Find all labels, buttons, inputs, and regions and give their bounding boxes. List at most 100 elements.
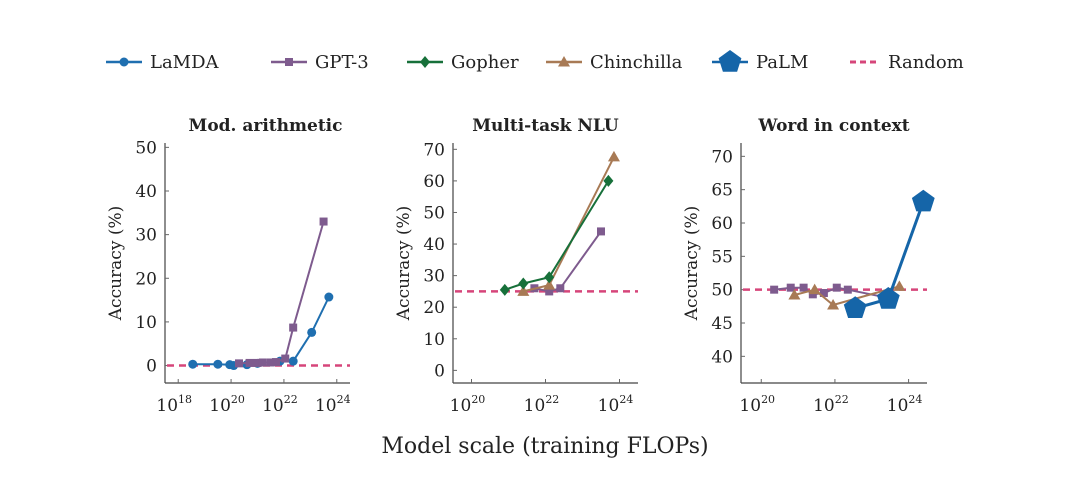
x-tick-label: 1024 xyxy=(598,393,634,416)
data-point xyxy=(188,359,198,369)
data-point xyxy=(245,358,254,367)
data-point xyxy=(843,285,852,294)
x-tick-exponent: 24 xyxy=(337,393,351,406)
series-palm xyxy=(843,189,935,318)
data-point xyxy=(876,287,900,309)
data-point xyxy=(603,174,614,187)
legend-marker-diamond-icon xyxy=(420,56,430,68)
x-tick-exponent: 20 xyxy=(231,393,245,406)
x-tick-exponent: 24 xyxy=(908,393,922,406)
data-point xyxy=(253,358,262,367)
y-axis-label: Accuracy (%) xyxy=(394,206,414,321)
data-point xyxy=(288,356,298,366)
x-tick-label: 1018 xyxy=(156,393,192,416)
legend-item-gpt3: GPT-3 xyxy=(271,52,369,73)
data-point xyxy=(258,358,267,367)
legend-label: PaLM xyxy=(756,52,808,73)
data-point xyxy=(799,283,808,292)
y-tick-label: 10 xyxy=(135,313,157,333)
data-point xyxy=(788,289,801,300)
legend-marker-triangle-icon xyxy=(558,56,570,67)
legend-item-lamda: LaMDA xyxy=(106,52,220,73)
x-tick-exponent: 18 xyxy=(178,393,192,406)
chart-title: Word in context xyxy=(757,116,909,136)
legend-label: Chinchilla xyxy=(590,52,683,73)
y-tick-label: 65 xyxy=(711,181,733,201)
legend-marker-circle-icon xyxy=(119,57,129,67)
data-point xyxy=(832,283,841,292)
data-point xyxy=(770,285,779,294)
legend-label: Gopher xyxy=(451,52,519,73)
y-tick-label: 55 xyxy=(711,247,733,267)
x-tick-label: 1022 xyxy=(262,393,298,416)
chart-title: Mod. arithmetic xyxy=(189,116,343,136)
y-axis-label: Accuracy (%) xyxy=(106,206,126,321)
data-point xyxy=(819,289,828,297)
series-line xyxy=(504,180,610,291)
y-tick-label: 20 xyxy=(135,269,157,289)
data-point xyxy=(213,359,223,369)
data-point xyxy=(597,227,605,236)
legend-item-gopher: Gopher xyxy=(407,52,519,73)
y-tick-label: 45 xyxy=(711,314,733,334)
data-point xyxy=(319,217,328,226)
y-tick-label: 50 xyxy=(711,281,733,301)
x-axis-label: Model scale (training FLOPs) xyxy=(381,434,708,459)
data-point xyxy=(808,290,817,299)
y-tick-label: 70 xyxy=(423,140,445,160)
x-tick-exponent: 24 xyxy=(619,393,633,406)
data-point xyxy=(545,287,554,296)
series-chinchilla xyxy=(788,280,906,310)
data-point xyxy=(843,296,867,318)
legend-item-random: Random xyxy=(850,52,964,73)
legend-item-chinchilla: Chinchilla xyxy=(546,52,683,73)
x-tick-label: 1020 xyxy=(209,393,245,416)
data-point xyxy=(266,358,275,367)
legend-marker-pentagon-icon xyxy=(718,50,742,72)
legend-label: GPT-3 xyxy=(315,52,369,73)
x-tick-label: 1020 xyxy=(739,393,775,416)
x-tick-label: 1020 xyxy=(450,393,486,416)
x-tick-exponent: 22 xyxy=(284,393,298,406)
y-tick-label: 30 xyxy=(135,226,157,246)
x-tick-exponent: 22 xyxy=(835,393,849,406)
data-point xyxy=(518,277,529,290)
data-point xyxy=(911,189,935,212)
y-tick-label: 60 xyxy=(423,172,445,192)
series-gpt3 xyxy=(530,227,605,296)
x-tick-label: 1022 xyxy=(524,393,560,416)
data-point xyxy=(893,280,906,291)
data-point xyxy=(289,323,298,332)
legend-item-palm: PaLM xyxy=(712,50,808,73)
y-tick-label: 10 xyxy=(423,330,445,350)
data-point xyxy=(556,284,565,293)
data-point xyxy=(544,271,555,284)
data-point xyxy=(786,283,795,292)
y-tick-label: 40 xyxy=(423,235,445,255)
series-chinchilla xyxy=(517,150,620,296)
series-line xyxy=(534,230,602,293)
series-lamda xyxy=(188,292,334,371)
series-line xyxy=(523,156,615,293)
x-tick-label: 1022 xyxy=(813,393,849,416)
data-point xyxy=(607,150,620,162)
data-point xyxy=(543,279,556,290)
legend-marker-square-icon xyxy=(285,58,293,66)
x-tick-label: 1024 xyxy=(887,393,923,416)
data-point xyxy=(281,354,290,363)
data-point xyxy=(499,283,510,296)
y-tick-label: 70 xyxy=(711,147,733,167)
data-point xyxy=(517,285,530,296)
legend-label: LaMDA xyxy=(150,52,220,73)
series-line xyxy=(238,221,325,365)
y-tick-label: 0 xyxy=(146,357,157,377)
y-tick-label: 40 xyxy=(135,182,157,202)
y-tick-label: 50 xyxy=(423,203,445,223)
data-point xyxy=(324,292,334,302)
x-tick-label: 1024 xyxy=(315,393,351,416)
legend-label: Random xyxy=(888,52,964,73)
y-tick-label: 0 xyxy=(434,361,445,381)
